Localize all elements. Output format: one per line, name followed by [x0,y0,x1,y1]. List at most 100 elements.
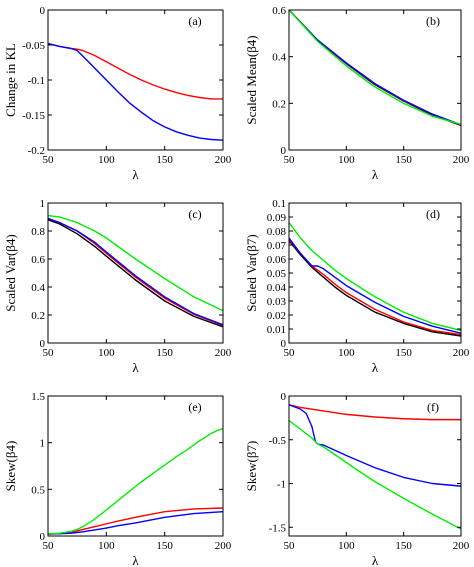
series-line-c-0 [48,219,223,328]
y-tick-label: 0.8 [31,226,45,238]
panel-label: (c) [188,207,201,221]
y-axis-label: Change in KL [3,43,18,117]
x-tick-label: 50 [43,347,55,359]
y-tick-label: 0 [281,391,287,403]
panel-label: (a) [188,14,201,28]
y-tick-label: 0.4 [272,52,286,64]
y-tick-label: 0 [40,5,46,17]
y-tick-label: -0.2 [28,145,45,157]
y-tick-label: 0.03 [267,296,287,308]
x-tick-label: 100 [338,347,355,359]
x-tick-label: 100 [98,540,115,552]
panel-label: (f) [427,400,439,414]
y-tick-label: 0.6 [272,5,286,17]
x-tick-label: 100 [98,347,115,359]
panel-b: 50 100 150 200 0 0.2 0.4 0.6 λ Scaled Mean(β4) (b) [244,5,470,182]
panel-label: (d) [426,207,440,221]
series-line-a-1 [48,42,223,141]
panel-f: 50 100 150 200 -1.5 -1 -0.5 0 λ Skew(β7) (f) [244,391,470,567]
series-line-f-2 [289,419,461,530]
x-tick-label: 200 [453,540,470,552]
y-tick-label: 0.07 [267,240,287,252]
y-tick-label: -0.5 [269,435,287,447]
x-tick-label: 150 [395,154,412,166]
y-tick-label: 0.05 [267,268,287,280]
y-tick-label: 0.02 [267,310,286,322]
x-tick-label: 50 [284,154,296,166]
y-tick-label: 0 [40,531,46,543]
series-line-c-1 [48,217,223,327]
x-tick-label: 150 [395,540,412,552]
x-axis-label: λ [132,360,139,375]
plot-frame-a [47,9,224,151]
y-tick-label: 1.5 [31,391,45,403]
y-axis-label: Scaled Mean(β4) [244,35,259,124]
series-line-d-0 [289,240,461,337]
x-axis-label: λ [372,553,379,567]
panel-c: 50 100 150 200 0 0.2 0.4 0.6 0.8 1 λ Scaled Var(β4)… [3,198,232,375]
y-tick-label: 0.09 [267,212,287,224]
y-tick-label: -1.5 [269,522,287,534]
x-tick-label: 150 [156,347,173,359]
panel-d: 50 100 150 200 0 0.01 0.02 0.03 0.04 0.05 0.06 0.07… [244,198,470,375]
y-tick-label: 0 [281,338,287,350]
panel-e: 50 100 150 200 0 0.5 1 1.5 λ Skew(β4) (e) [3,391,232,567]
y-tick-label: 1 [40,198,46,210]
y-tick-label: -0.1 [28,75,45,87]
y-axis-label: Skew(β7) [244,441,259,492]
y-tick-label: -0.15 [22,110,45,122]
panel-label: (e) [188,400,201,414]
y-axis-label: Scaled Var(β4) [3,234,18,312]
x-axis-label: λ [372,167,379,182]
series-line-f-1 [289,404,461,487]
x-tick-label: 100 [338,540,355,552]
y-axis-label: Skew(β4) [3,441,18,492]
y-tick-label: 0 [281,145,287,157]
x-axis-label: λ [132,553,139,567]
series-line-d-3 [289,222,461,332]
y-tick-label: 0.01 [267,324,286,336]
y-tick-label: -1 [277,479,286,491]
y-tick-label: 0 [40,338,46,350]
x-tick-label: 150 [156,540,173,552]
x-tick-label: 200 [215,154,232,166]
y-tick-label: 0.1 [272,198,286,210]
x-tick-label: 150 [395,347,412,359]
series-line-e-2 [48,428,223,535]
x-tick-label: 50 [284,540,296,552]
x-tick-label: 200 [215,540,232,552]
y-tick-label: 0.4 [31,282,45,294]
x-tick-label: 200 [215,347,232,359]
x-tick-label: 50 [43,540,55,552]
series-line-b-2 [289,10,461,126]
y-tick-label: 0.2 [31,310,45,322]
series-line-e-1 [48,511,223,535]
plot-frame-b [288,9,462,151]
x-tick-label: 200 [453,154,470,166]
x-axis-label: λ [372,360,379,375]
plot-frame-c [47,202,224,344]
series-line-a-0 [48,42,223,100]
plot-frame-f [288,395,462,537]
series-line-f-0 [289,404,461,421]
y-tick-label: 0.08 [267,226,287,238]
y-tick-label: 0.04 [267,282,287,294]
x-tick-label: 150 [156,154,173,166]
x-tick-label: 100 [338,154,355,166]
y-axis-label: Scaled Var(β7) [244,234,259,312]
x-tick-label: 200 [453,347,470,359]
plot-frame-d [288,202,462,344]
y-tick-label: 0.5 [31,484,45,496]
y-tick-label: -0.05 [22,40,45,52]
series-line-c-3 [48,214,223,312]
x-tick-label: 100 [98,154,115,166]
y-tick-label: 1 [40,438,46,450]
x-axis-label: λ [132,167,139,182]
series-line-d-2 [289,237,461,334]
y-tick-label: 0.06 [267,254,287,266]
y-tick-label: 0.2 [272,98,286,110]
x-tick-label: 50 [43,154,55,166]
y-tick-label: 0.6 [31,254,45,266]
series-line-c-2 [48,217,223,326]
